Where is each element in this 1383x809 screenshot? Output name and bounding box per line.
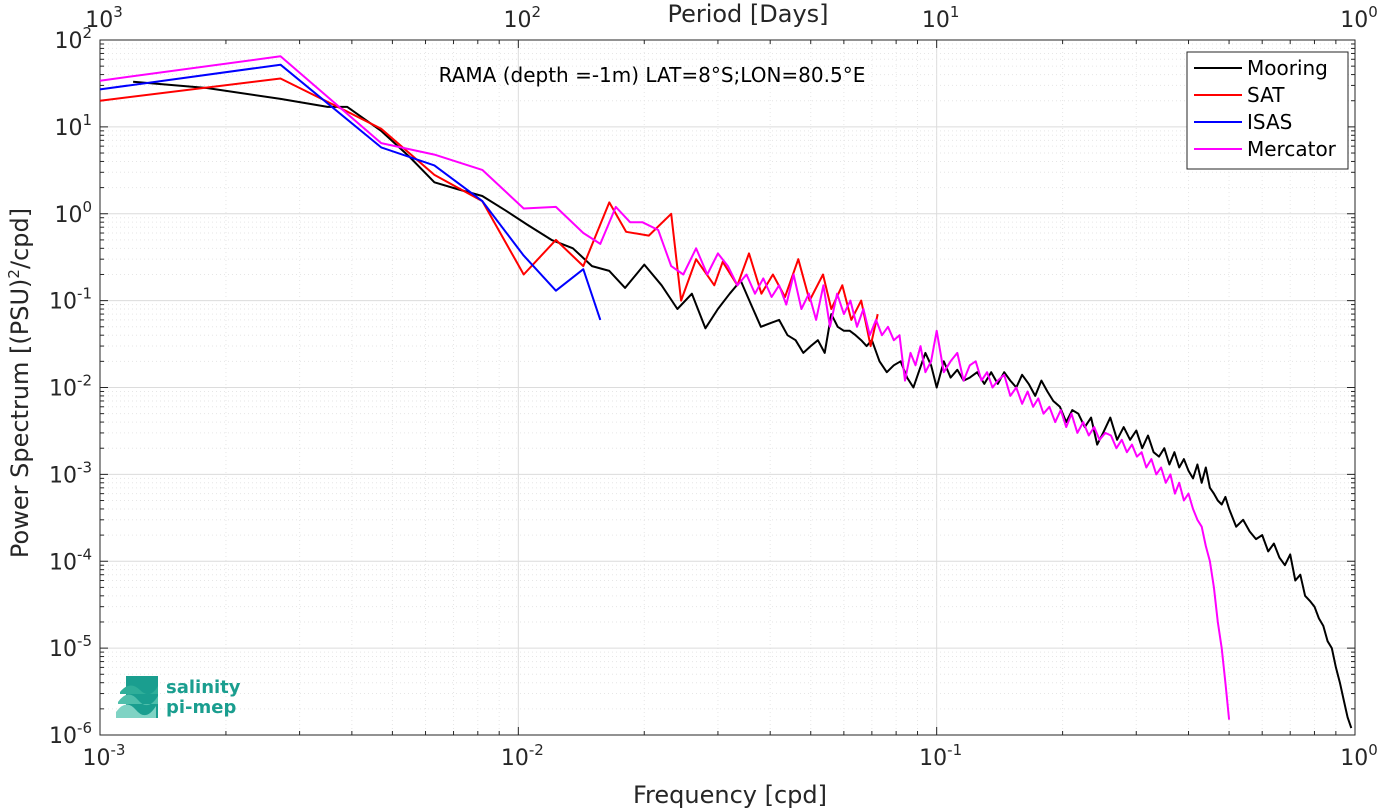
x-tick-label-exp: -1 xyxy=(947,741,962,759)
y-tick-label-base: 10 xyxy=(49,290,77,315)
y-tick-label: 10-6 xyxy=(49,719,92,749)
y-tick-label-base: 10 xyxy=(49,724,77,749)
y-tick-label-exp: 2 xyxy=(82,24,92,42)
y-tick-label-base: 10 xyxy=(49,377,77,402)
x-tick-label-exp: -3 xyxy=(111,741,126,759)
y-tick-label-base: 10 xyxy=(49,637,77,662)
x-tick-label-base: 10 xyxy=(83,746,111,771)
x-tick-label-exp: 0 xyxy=(1368,741,1378,759)
top-tick-label-exp: 3 xyxy=(113,3,123,21)
top-axis-label: Period [Days] xyxy=(667,0,828,28)
legend-label-mooring: Mooring xyxy=(1247,56,1328,80)
y-tick-label: 10-5 xyxy=(49,632,92,662)
series-line-mercator xyxy=(99,55,1231,720)
tick-labels: 10-3 10-2 10-1 10010210110010-110-210-310-4… xyxy=(49,3,1378,771)
y-tick-label: 100 xyxy=(54,198,92,228)
top-tick-label-base: 10 xyxy=(504,8,532,33)
series-line-mooring xyxy=(133,80,1353,729)
x-tick-label: 10-2 xyxy=(501,741,544,771)
top-tick-label: 100 xyxy=(1340,3,1378,33)
top-tick-label: 102 xyxy=(504,3,542,33)
y-tick-label: 10-1 xyxy=(49,285,92,315)
y-axis-label: Power Spectrum [(PSU)2/cpd] xyxy=(5,208,34,558)
y-tick-label-exp: -2 xyxy=(77,372,92,390)
top-tick-label: 103 xyxy=(85,3,123,33)
series-line-isas xyxy=(99,63,602,321)
y-tick-label-exp: 0 xyxy=(82,198,92,216)
grid xyxy=(99,40,1355,736)
chart-annotation: RAMA (depth =-1m) LAT=8°S;LON=80.5°E xyxy=(439,63,866,87)
series-lines xyxy=(99,55,1353,729)
salinity-pi-mep-logo: salinity pi-mep xyxy=(116,676,241,718)
legend-label-mercator: Mercator xyxy=(1247,137,1337,161)
y-tick-label: 10-4 xyxy=(49,545,92,575)
y-tick-label: 101 xyxy=(54,111,92,141)
y-tick-label-exp: -1 xyxy=(77,285,92,303)
top-tick-label-exp: 1 xyxy=(950,3,960,21)
x-tick-label: 10-1 xyxy=(919,741,962,771)
y-tick-label: 10-2 xyxy=(49,372,92,402)
y-axis-label-main: Power Spectrum [(PSU) xyxy=(6,279,34,558)
y-tick-label-base: 10 xyxy=(54,29,82,54)
legend-label-sat: SAT xyxy=(1247,83,1285,107)
x-axis-label: Frequency [cpd] xyxy=(633,781,827,809)
top-tick-label-base: 10 xyxy=(1340,8,1368,33)
y-axis-label-tail: /cpd] xyxy=(6,208,34,269)
top-tick-label-exp: 0 xyxy=(1368,3,1378,21)
y-tick-label-base: 10 xyxy=(49,463,77,488)
legend: Mooring SAT ISAS Mercator xyxy=(1186,51,1349,170)
y-tick-label-base: 10 xyxy=(54,116,82,141)
x-tick-label-exp: -2 xyxy=(529,741,544,759)
y-axis-label-sup: 2 xyxy=(5,269,23,279)
y-tick-label: 10-3 xyxy=(49,458,92,488)
top-tick-label-base: 10 xyxy=(85,8,113,33)
top-tick-label-base: 10 xyxy=(922,8,950,33)
y-tick-label-exp: -4 xyxy=(77,545,92,563)
x-tick-label: 100 xyxy=(1340,741,1378,771)
y-tick-label: 102 xyxy=(54,24,92,54)
legend-label-isas: ISAS xyxy=(1247,110,1292,134)
y-tick-label-exp: -5 xyxy=(77,632,92,650)
x-tick-label: 10-3 xyxy=(83,741,126,771)
top-tick-label: 101 xyxy=(922,3,960,33)
y-tick-label-exp: 1 xyxy=(82,111,92,129)
series-line-sat xyxy=(99,77,879,348)
x-tick-label-base: 10 xyxy=(919,746,947,771)
y-tick-label-base: 10 xyxy=(49,550,77,575)
top-tick-label-exp: 2 xyxy=(532,3,542,21)
y-tick-label-exp: -6 xyxy=(77,719,92,737)
x-tick-label-base: 10 xyxy=(501,746,529,771)
y-tick-label-exp: -3 xyxy=(77,458,92,476)
x-tick-label-base: 10 xyxy=(1340,746,1368,771)
logo-text-line2: pi-mep xyxy=(166,697,236,718)
tick-marks xyxy=(99,40,1355,736)
logo-text-line1: salinity xyxy=(166,677,241,698)
logo-waves-icon xyxy=(116,676,158,718)
y-tick-label-base: 10 xyxy=(54,203,82,228)
